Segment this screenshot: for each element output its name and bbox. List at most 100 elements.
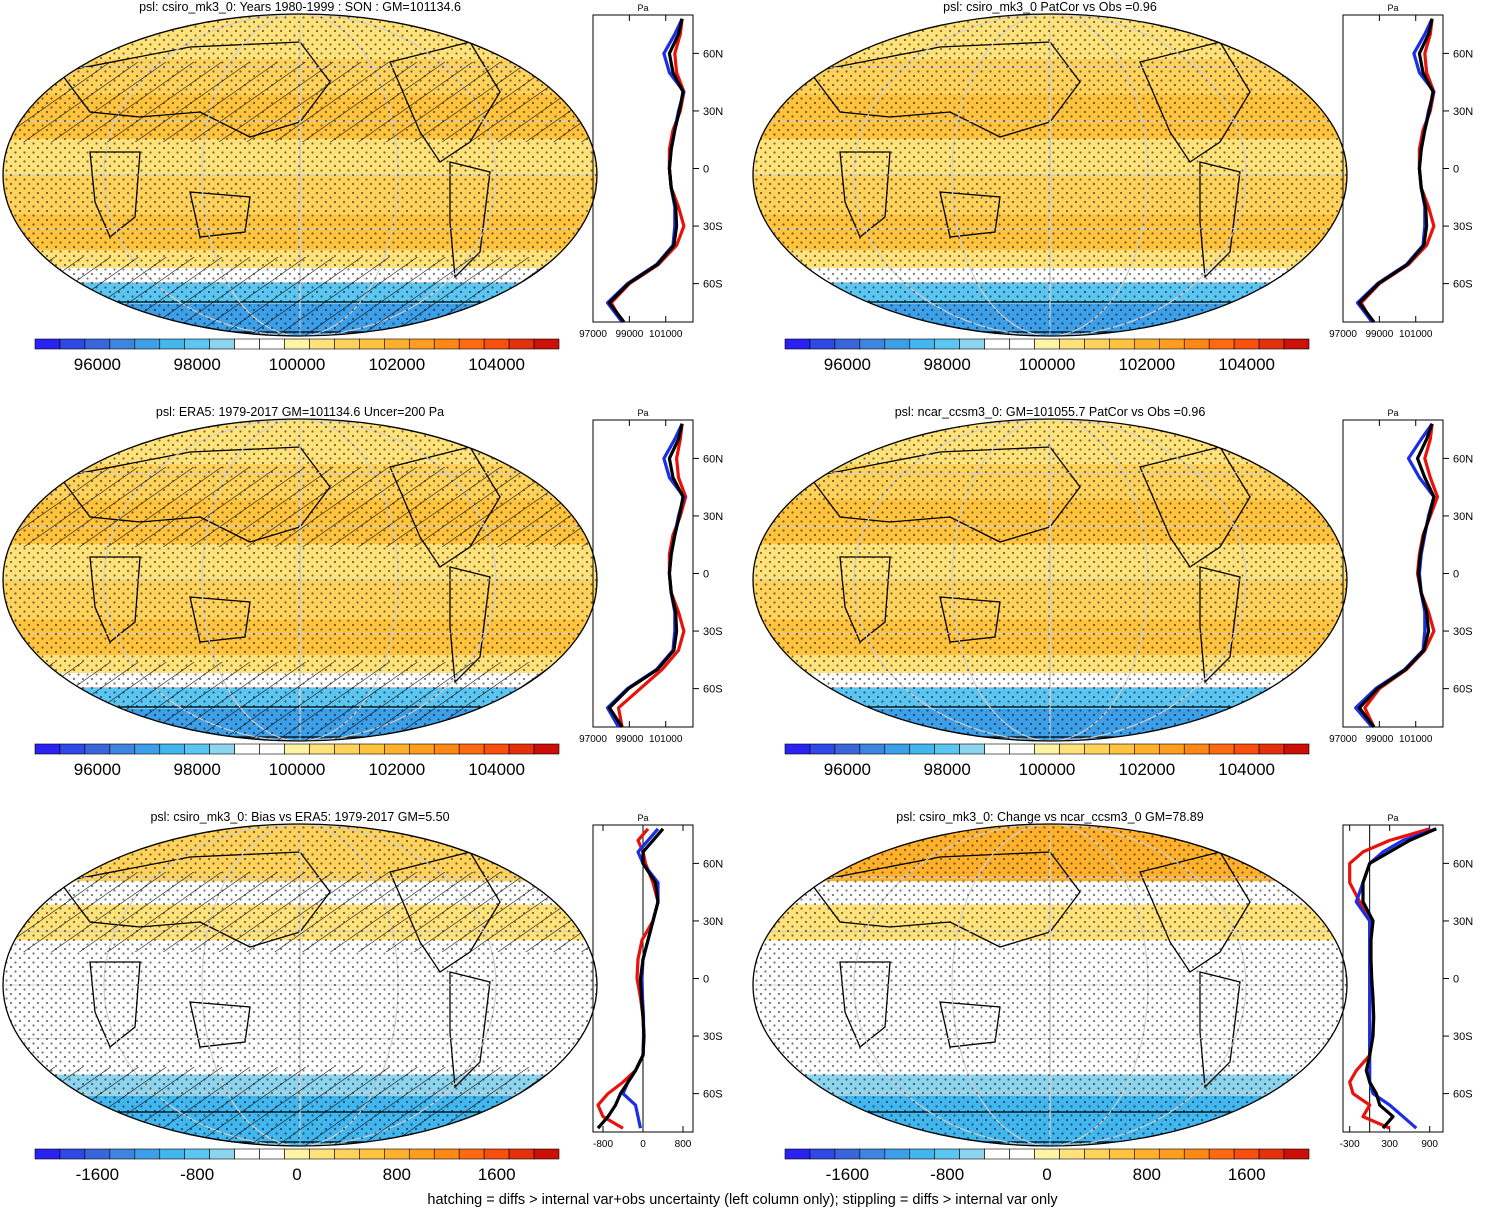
colorbar-swatch [1109,743,1135,755]
colorbar-swatch [1134,743,1160,755]
profile-series-ensemble_line [1361,827,1437,1130]
colorbar-tick-label: 1600 [478,1165,516,1184]
profile-y-tick-label: 60N [703,858,723,870]
colorbar-swatch [109,1148,136,1160]
colorbar-tick-label: 98000 [924,760,971,779]
colorbar-swatch [1134,1148,1160,1160]
profile-unit: Pa [1387,408,1398,418]
profile-y-tick-label: 0 [1453,164,1459,176]
colorbar-swatch [834,743,861,755]
colorbar-swatch [384,338,410,350]
map-border [752,418,1348,742]
hatching [3,467,597,547]
stippling [753,419,1347,741]
colorbar-swatch [334,743,360,755]
colorbar-swatch [184,1148,210,1160]
profile-y-tick-label: 30S [703,221,723,233]
colorbar-swatch [1109,338,1135,350]
colorbar-swatch [859,1148,886,1160]
profile-y-tick-label: 60N [703,48,723,60]
profile-unit: Pa [1387,813,1398,823]
colorbar-swatch [984,1148,1010,1160]
profile-y-tick-label: 60N [1453,48,1473,60]
colorbar-swatch [784,338,811,350]
colorbar-swatch [1258,743,1285,755]
profile-y-tick-label: 60N [703,453,723,465]
colorbar-swatch [1034,1148,1060,1160]
hatching [3,872,597,952]
colorbar-swatch [408,1148,435,1160]
colorbar-swatch [909,1148,936,1160]
colorbar-swatch [1134,338,1160,350]
colorbar-swatch [259,338,285,350]
profile-x-tick-label: 99000 [1365,329,1393,340]
profile-x-tick-label: 99000 [615,734,643,745]
map-chart: 96000 98000 100000 102000 104000 Pa 60N 30N 0 30S… [752,3,1473,374]
colorbar-swatch [884,743,911,755]
colorbar-swatch [533,338,560,350]
colorbar-swatch [284,1148,310,1160]
colorbar-swatch [309,743,335,755]
colorbar-swatch [533,743,560,755]
colorbar-swatch [458,1148,485,1160]
colorbar-swatch [1059,1148,1085,1160]
colorbar-swatch [34,338,61,350]
colorbar-tick-label: 102000 [1118,355,1175,374]
colorbar-swatch [184,338,210,350]
profile-y-tick-label: 60S [703,684,723,696]
colorbar-swatch [1183,1148,1210,1160]
colorbar-swatch [508,338,535,350]
colorbar-swatch [508,1148,535,1160]
profile-unit: Pa [637,408,648,418]
colorbar-swatch [959,338,985,350]
colorbar-swatch [1183,743,1210,755]
colorbar-swatch [309,1148,335,1160]
colorbar-swatch [834,338,861,350]
colorbar-swatch [784,743,811,755]
profile-y-tick-label: 0 [1453,974,1459,986]
colorbar-swatch [508,743,535,755]
map-border [2,13,598,337]
map-border [752,823,1348,1147]
panel-3: psl: ERA5: 1979-2017 GM=101134.6 Uncer=2… [0,405,742,810]
profile-series-obs_line [1354,827,1437,1130]
colorbar-swatch [184,743,210,755]
colorbar-swatch [309,338,335,350]
colorbar-swatch [859,338,886,350]
colorbar-swatch [1059,743,1085,755]
colorbar-swatch [984,743,1010,755]
profile-x-tick-label: 97000 [1329,329,1357,340]
profile-y-tick-label: 30S [1453,1031,1473,1043]
profile-x-tick-label: 101000 [649,734,683,745]
colorbar-tick-label: 104000 [1218,355,1275,374]
colorbar-swatch [134,338,161,350]
profile-y-tick-label: 30S [1453,221,1473,233]
colorbar-swatch [1183,338,1210,350]
profile-unit: Pa [637,3,648,13]
colorbar-swatch [1158,743,1185,755]
colorbar-swatch [959,1148,985,1160]
profile-y-tick-label: 60N [1453,453,1473,465]
colorbar-swatch [109,338,136,350]
colorbar-swatch [984,338,1010,350]
colorbar-swatch [408,743,435,755]
colorbar-tick-label: 96000 [74,760,121,779]
map-title: psl: csiro_mk3_0: Years 1980-1999 : SON … [139,0,461,14]
colorbar-swatch [209,1148,235,1160]
profile-series-ensemble_line [596,827,665,1130]
stippling [753,14,1347,336]
colorbar-tick-label: 98000 [924,355,971,374]
colorbar-swatch [1109,1148,1135,1160]
map-chart: -1600 -800 0 800 1600 Pa 60N 30N 0 30S 60S -300 300 9… [752,813,1473,1184]
map-border [2,823,598,1147]
colorbar-swatch [1009,743,1035,755]
colorbar-swatch [209,743,235,755]
profile-unit: Pa [637,813,648,823]
colorbar-swatch [433,338,460,350]
colorbar-swatch [1208,338,1235,350]
colorbar-swatch [433,743,460,755]
colorbar-swatch [159,1148,186,1160]
profile-frame [1342,824,1444,1133]
profile-y-tick-label: 30N [703,916,723,928]
profile-x-tick-label: 97000 [1329,734,1357,745]
